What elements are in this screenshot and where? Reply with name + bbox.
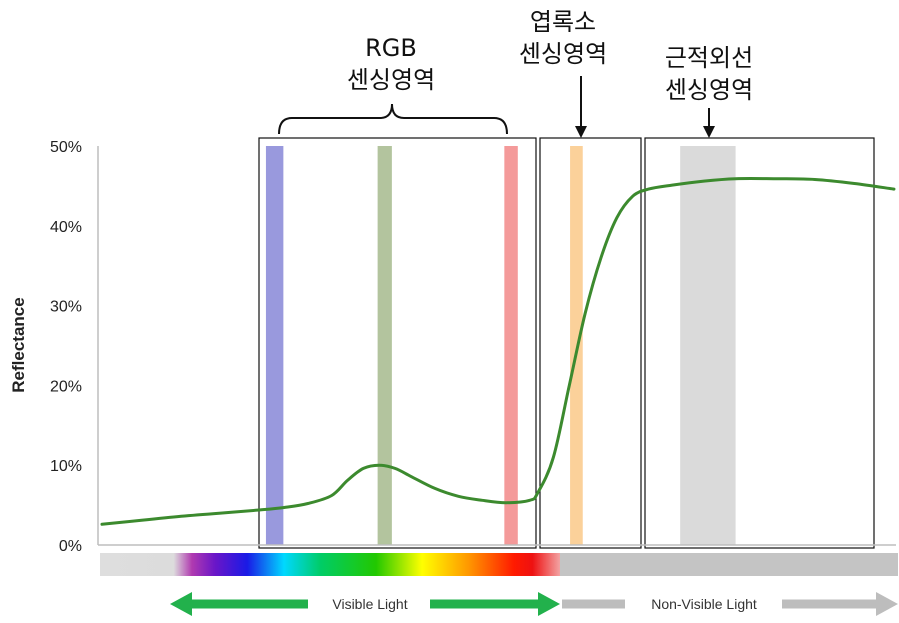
rgb-region-box	[258, 137, 537, 549]
y-tick-label: 10%	[50, 458, 82, 475]
sensing-bands	[265, 146, 736, 545]
y-tick-label: 50%	[50, 139, 82, 156]
arrow-left-icon	[170, 592, 192, 616]
nir-region-box	[644, 137, 875, 549]
y-tick-label: 40%	[50, 219, 82, 236]
y-tick-label: 20%	[50, 378, 82, 395]
band-blue	[265, 146, 284, 545]
rgb-annotation-line-2: 센싱영역	[347, 66, 435, 94]
arrow-right-icon	[538, 592, 560, 616]
y-tick-label: 30%	[50, 299, 82, 316]
chlorophyll-annotation: 엽록소 센싱영역	[519, 8, 607, 138]
chlorophyll-annotation-line-2: 센싱영역	[519, 40, 607, 68]
y-ticks: 0% 10% 20% 30% 40% 50%	[50, 139, 82, 555]
rgb-brace	[278, 103, 508, 135]
spectrum-bar-nonvisible	[560, 553, 898, 576]
spectrum-bar-visible	[100, 553, 560, 576]
chlorophyll-annotation-line-1: 엽록소	[530, 8, 596, 36]
nonvisible-light-arrows	[562, 592, 898, 616]
rgb-annotation: RGB 센싱영역	[278, 34, 508, 135]
nir-annotation-line-1: 근적외선	[665, 44, 753, 72]
visible-light-label: Visible Light	[332, 596, 407, 612]
nir-annotation-line-2: 센싱영역	[665, 76, 753, 104]
rgb-annotation-line-1: RGB	[365, 34, 417, 62]
band-nir	[680, 146, 736, 545]
visible-light-arrows	[170, 592, 560, 616]
nonvisible-light-label: Non-Visible Light	[651, 596, 757, 612]
chlorophyll-region-box	[539, 137, 642, 549]
reflectance-line	[100, 176, 896, 526]
axes	[97, 146, 896, 546]
nir-arrow-icon	[703, 126, 715, 138]
sensing-region-boxes	[258, 137, 875, 549]
y-axis-label: Reflectance	[9, 297, 28, 392]
chlorophyll-arrow-icon	[575, 126, 587, 138]
band-red	[504, 146, 518, 545]
arrow-right-gray-icon	[876, 592, 898, 616]
y-tick-label: 0%	[59, 538, 82, 555]
nir-annotation: 근적외선 센싱영역	[665, 44, 753, 138]
band-green	[377, 146, 392, 545]
